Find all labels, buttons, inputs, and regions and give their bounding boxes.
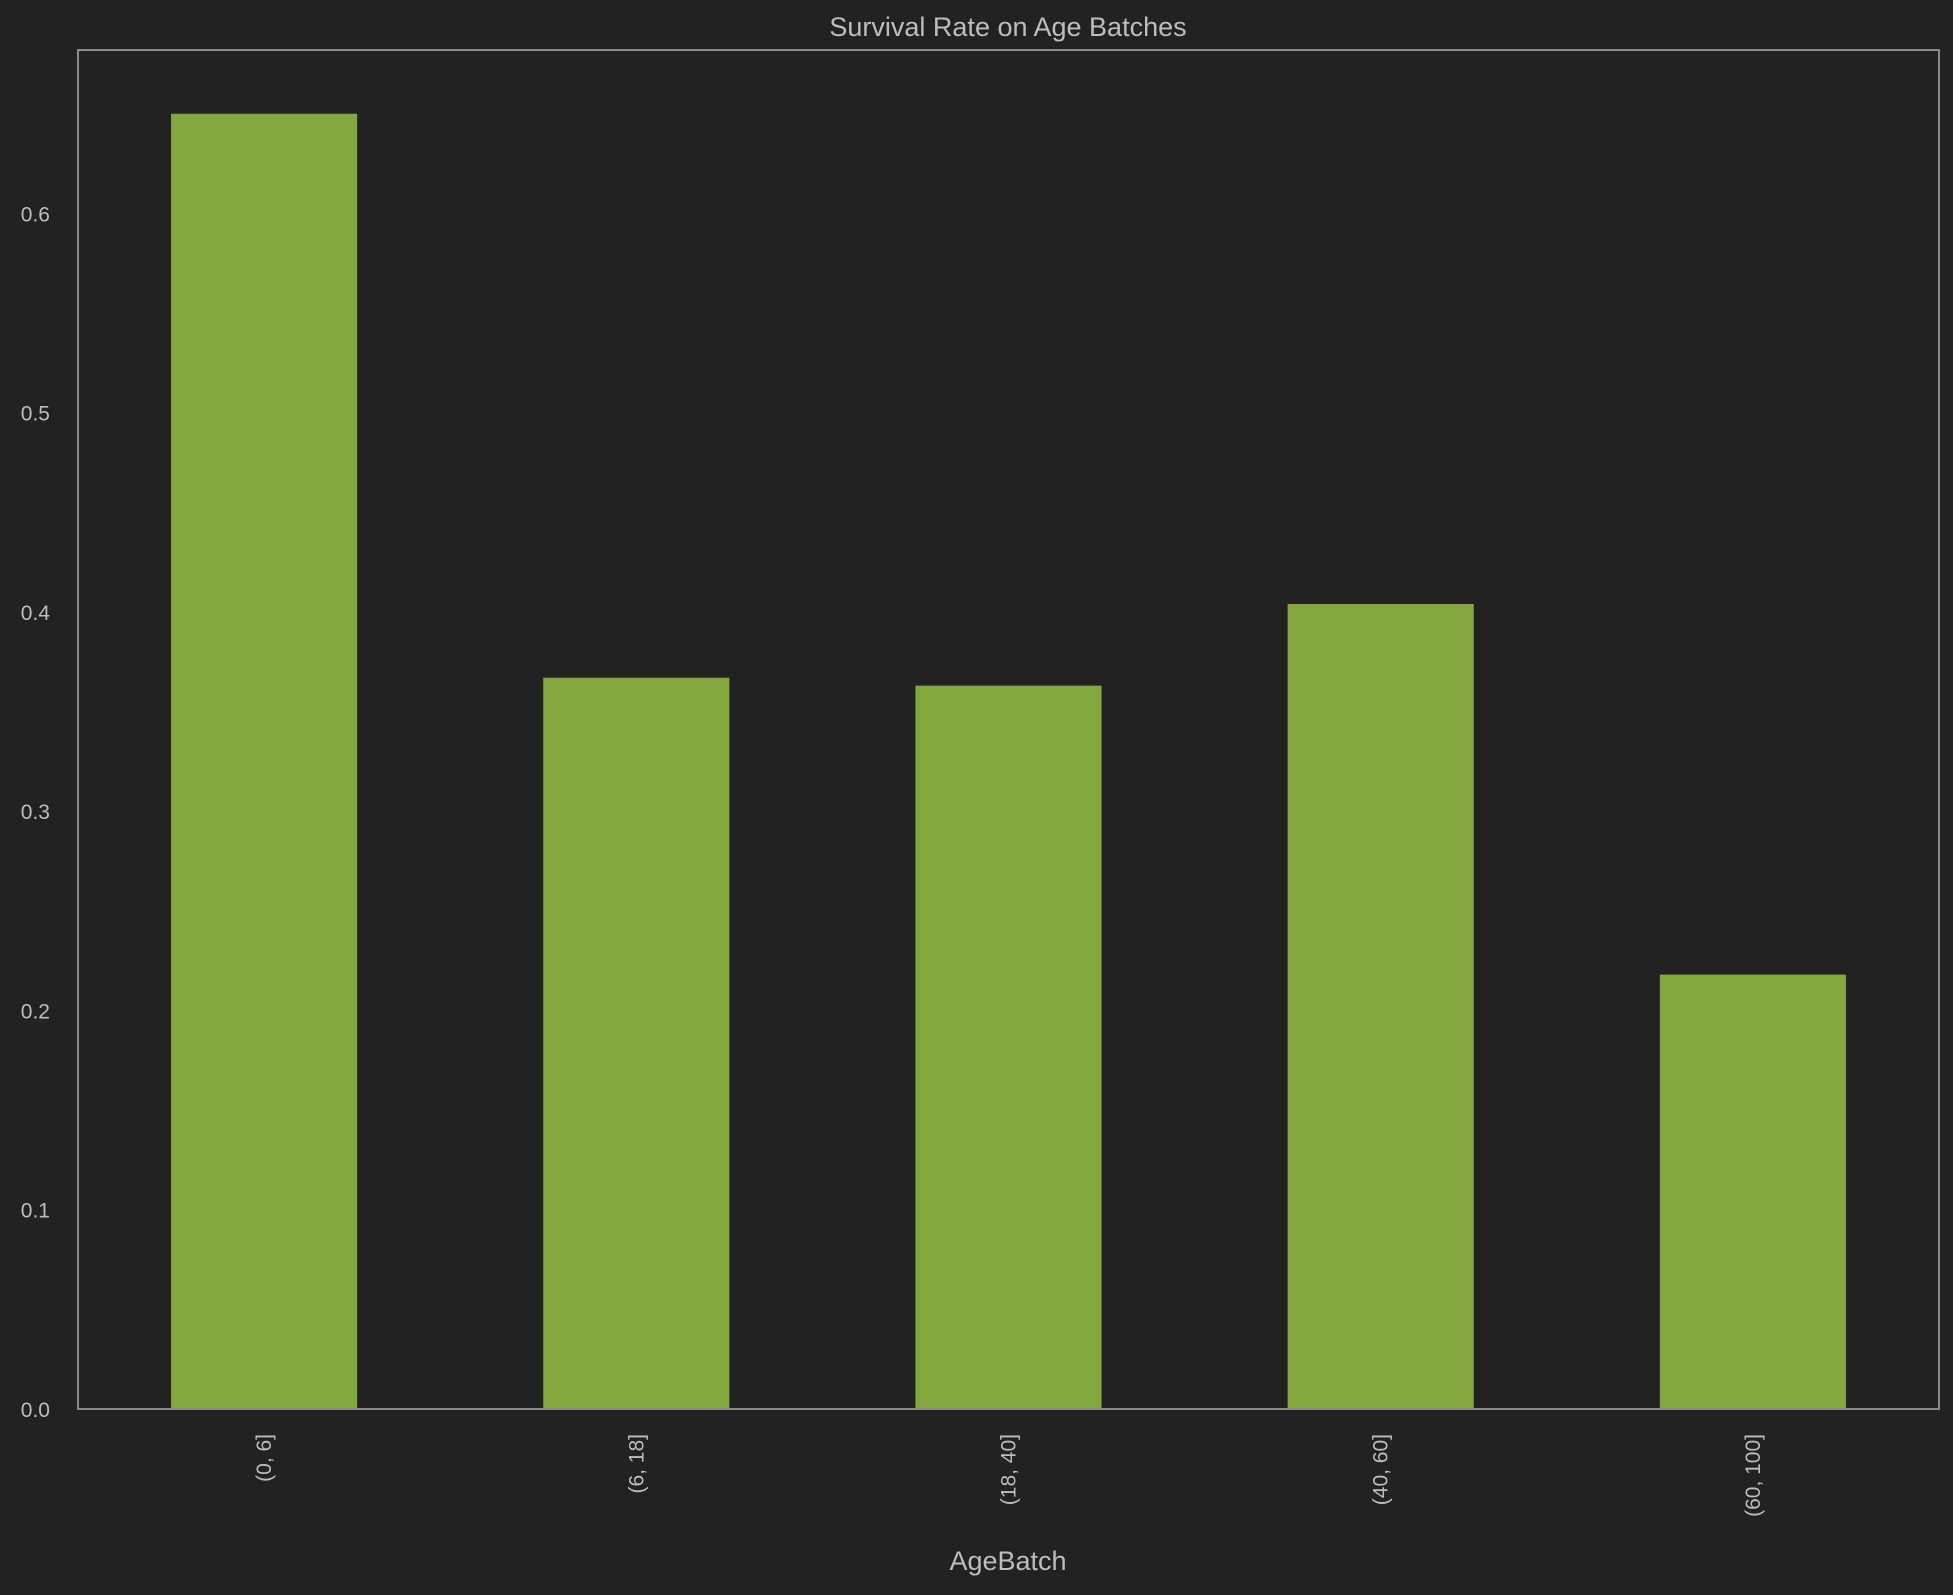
- chart-title: Survival Rate on Age Batches: [829, 12, 1186, 42]
- y-tick-label: 0.1: [21, 1200, 50, 1223]
- bar: [915, 685, 1102, 1409]
- bar: [1659, 974, 1846, 1409]
- bar: [543, 677, 730, 1409]
- x-tick-label: (6, 18]: [625, 1434, 648, 1494]
- y-tick-label: 0.4: [21, 602, 51, 625]
- y-tick-label: 0.3: [21, 801, 50, 824]
- x-tick-label: (60, 100]: [1742, 1434, 1765, 1517]
- y-tick-label: 0.6: [21, 203, 50, 226]
- x-tick-label: (40, 60]: [1370, 1434, 1393, 1505]
- bar: [1287, 603, 1474, 1409]
- x-tick-label: (18, 40]: [998, 1434, 1021, 1505]
- y-tick-label: 0.2: [21, 1000, 50, 1023]
- x-tick-label: (0, 6]: [253, 1434, 276, 1482]
- bar: [171, 113, 358, 1410]
- y-tick-label: 0.5: [21, 403, 50, 426]
- y-tick-label: 0.0: [21, 1399, 50, 1422]
- x-axis-label: AgeBatch: [949, 1546, 1066, 1576]
- plot-frame: [77, 49, 1940, 1410]
